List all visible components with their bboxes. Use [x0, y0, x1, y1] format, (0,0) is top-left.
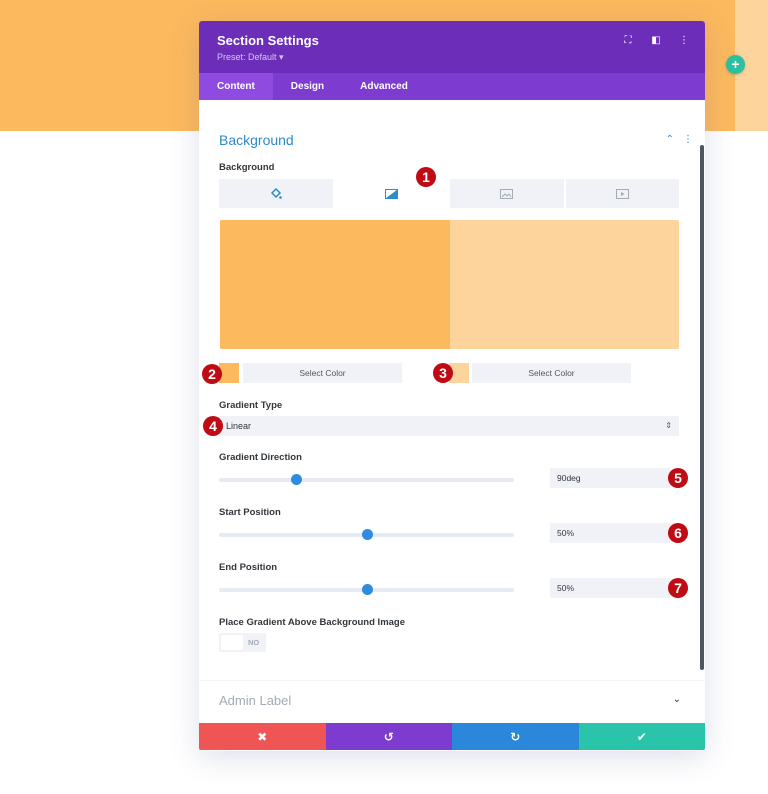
toggle-state-text: NO [248, 638, 260, 647]
section-divider [199, 680, 705, 681]
gradient-direction-slider[interactable] [219, 474, 514, 485]
gradient-preview [220, 220, 679, 349]
modal-footer: ✖ ↺ ↻ ✔ [199, 723, 705, 750]
video-icon [615, 188, 629, 199]
toggle-thumb [221, 635, 243, 650]
slider-knob[interactable] [361, 529, 373, 540]
tab-content[interactable]: Content [199, 73, 273, 100]
modal-body: Background ⌃ ⋮ Background [199, 100, 705, 722]
bg-tab-color[interactable] [219, 179, 333, 208]
end-position-label: End Position [219, 562, 278, 573]
start-position-slider[interactable] [219, 529, 514, 540]
image-icon [500, 188, 514, 199]
tab-advanced[interactable]: Advanced [360, 81, 408, 92]
save-button[interactable]: ✔ [578, 723, 705, 750]
redo-button[interactable]: ↻ [452, 723, 579, 750]
preset-dropdown[interactable]: Preset: Default ▾ [217, 52, 284, 62]
select-end-color-button[interactable]: Select Color [472, 363, 631, 383]
fullscreen-icon[interactable]: ⛶ [624, 35, 632, 46]
annotation-badge-5: 5 [668, 468, 688, 488]
tab-design[interactable]: Design [290, 81, 325, 92]
undo-icon: ↺ [383, 729, 394, 744]
annotation-badge-4: 4 [203, 416, 223, 436]
cancel-button[interactable]: ✖ [199, 723, 326, 750]
annotation-badge-3: 3 [433, 363, 453, 383]
background-field-label: Background [219, 162, 275, 173]
end-position-slider[interactable] [219, 584, 514, 595]
checkmark-icon: ✔ [636, 729, 647, 744]
background-type-tabs [219, 179, 679, 208]
start-position-input[interactable]: 50% [550, 523, 670, 543]
chevron-down-icon[interactable]: ⌄ [672, 694, 681, 705]
gradient-icon [384, 188, 398, 199]
end-color-swatch[interactable] [449, 363, 469, 383]
admin-label-section-title[interactable]: Admin Label [219, 693, 292, 708]
slider-knob[interactable] [290, 474, 302, 485]
add-section-button[interactable]: + [726, 55, 745, 74]
gradient-type-value: Linear [226, 421, 252, 431]
gradient-preview-end [449, 220, 679, 349]
undo-button[interactable]: ↺ [325, 723, 452, 750]
modal-title: Section Settings [217, 33, 319, 48]
gradient-direction-label: Gradient Direction [219, 452, 302, 463]
end-position-input[interactable]: 50% [550, 578, 670, 598]
modal-header: Section Settings Preset: Default ▾ ⛶ ◧ ⋮ [199, 21, 705, 73]
select-arrows-icon: ⇕ [665, 421, 672, 430]
more-options-icon[interactable]: ⋮ [679, 35, 689, 46]
close-icon: ✖ [257, 729, 268, 744]
gradient-direction-input[interactable]: 90deg [550, 468, 670, 488]
gradient-type-select[interactable]: Linear ⇕ [219, 416, 679, 436]
gradient-preview-start [220, 220, 450, 349]
start-position-label: Start Position [219, 507, 281, 518]
paint-bucket-icon [270, 187, 282, 199]
split-view-icon[interactable]: ◧ [651, 35, 661, 46]
slider-knob[interactable] [361, 584, 373, 595]
bg-tab-image[interactable] [450, 179, 564, 208]
scrollbar[interactable] [700, 145, 704, 670]
select-start-color-button[interactable]: Select Color [243, 363, 402, 383]
modal-tabs: Content Design Advanced [199, 73, 705, 100]
annotation-badge-1: 1 [416, 167, 436, 187]
place-gradient-above-toggle[interactable]: NO [219, 633, 266, 652]
annotation-badge-2: 2 [202, 364, 222, 384]
section-more-icon[interactable]: ⋮ [683, 134, 693, 145]
redo-icon: ↻ [510, 729, 521, 744]
place-gradient-above-label: Place Gradient Above Background Image [219, 617, 406, 628]
bg-tab-video[interactable] [565, 179, 679, 208]
annotation-badge-6: 6 [668, 523, 688, 543]
chevron-up-icon[interactable]: ⌃ [665, 134, 674, 145]
section-settings-modal: Section Settings Preset: Default ▾ ⛶ ◧ ⋮… [199, 21, 705, 751]
annotation-badge-7: 7 [668, 578, 688, 598]
background-section-title[interactable]: Background [219, 132, 294, 148]
start-color-swatch[interactable] [219, 363, 239, 383]
gradient-type-label: Gradient Type [219, 400, 283, 411]
plus-icon: + [731, 56, 740, 72]
